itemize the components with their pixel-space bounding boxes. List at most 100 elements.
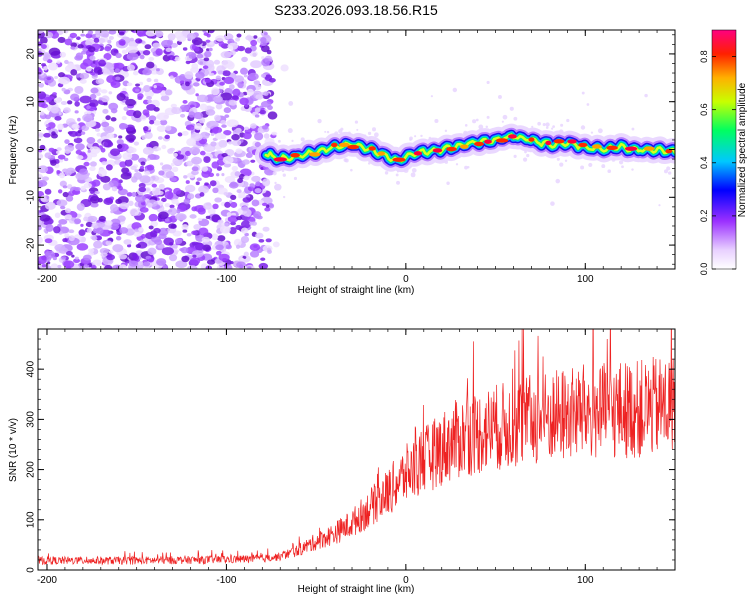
noise-point	[101, 95, 110, 103]
noise-point	[129, 37, 134, 42]
ridge-peak	[347, 144, 360, 150]
ridge-peak	[508, 134, 517, 139]
noise-point	[59, 51, 67, 58]
noise-point	[77, 44, 84, 49]
ridge-peak	[665, 148, 673, 154]
noise-point	[242, 131, 252, 140]
noise-point	[188, 111, 196, 118]
noise-point	[241, 206, 250, 212]
spectrogram-y-tick-label: 10	[26, 96, 37, 108]
spectrogram-x-tick-label: 100	[577, 274, 594, 285]
noise-point	[51, 131, 56, 136]
faint-point	[551, 127, 554, 130]
faint-point	[537, 121, 541, 126]
noise-point	[261, 202, 268, 207]
noise-point	[202, 30, 207, 33]
noise-point	[215, 132, 224, 140]
noise-point	[185, 150, 191, 157]
noise-point	[105, 115, 111, 121]
noise-point	[205, 109, 216, 116]
faint-point	[564, 159, 568, 162]
noise-point	[47, 261, 51, 265]
noise-point	[135, 38, 143, 44]
noise-point	[225, 244, 232, 250]
noise-point	[91, 265, 97, 269]
noise-point	[87, 251, 95, 256]
noise-point	[243, 175, 250, 181]
ridge-peak	[413, 151, 423, 156]
faint-point	[555, 178, 561, 184]
noise-point	[38, 82, 45, 88]
faint-point	[291, 139, 294, 142]
noise-point	[79, 78, 87, 84]
noise-point	[181, 130, 189, 136]
faint-point	[282, 173, 286, 177]
noise-point	[140, 115, 147, 120]
noise-point	[114, 68, 120, 73]
noise-point	[38, 68, 43, 75]
noise-point	[44, 152, 52, 159]
noise-point	[142, 146, 154, 155]
noise-point	[220, 92, 233, 101]
noise-point	[68, 235, 75, 242]
noise-point	[215, 35, 226, 42]
noise-point	[244, 232, 249, 237]
noise-point	[128, 260, 139, 267]
noise-point	[214, 114, 221, 122]
noise-point	[211, 87, 220, 96]
noise-point	[44, 188, 52, 195]
faint-point	[472, 119, 477, 124]
noise-point	[158, 170, 165, 176]
noise-point	[244, 47, 252, 54]
noise-point	[171, 107, 182, 115]
noise-point	[246, 88, 254, 97]
noise-point	[59, 180, 67, 187]
noise-point	[217, 70, 224, 75]
noise-point	[56, 147, 62, 151]
noise-point	[162, 264, 168, 269]
noise-point	[54, 212, 61, 219]
noise-point	[70, 42, 78, 48]
spectrogram-xlabel: Height of straight line (km)	[298, 285, 415, 296]
noise-point	[73, 124, 79, 128]
faint-point	[414, 135, 417, 138]
noise-point	[147, 202, 153, 208]
noise-point	[170, 103, 177, 108]
spectrogram-x-tick-label: 0	[403, 274, 409, 285]
noise-point	[53, 226, 61, 234]
noise-point	[215, 75, 222, 81]
frequency-ridge	[254, 123, 675, 173]
noise-point	[87, 46, 96, 53]
noise-point	[70, 69, 78, 76]
faint-point	[618, 160, 624, 165]
noise-point	[248, 72, 259, 81]
faint-point	[526, 153, 530, 158]
noise-point	[100, 147, 106, 153]
noise-point	[108, 180, 119, 188]
noise-point	[64, 214, 72, 220]
faint-point	[324, 130, 327, 133]
noise-point	[75, 143, 85, 151]
noise-point	[98, 59, 106, 67]
noise-point	[95, 227, 104, 235]
noise-point	[235, 148, 243, 154]
noise-point	[166, 39, 173, 46]
ridge-peak	[567, 139, 577, 144]
noise-point	[188, 54, 196, 59]
noise-point	[77, 117, 81, 122]
noise-point	[84, 264, 90, 268]
noise-point	[239, 97, 249, 106]
noise-point	[43, 132, 51, 138]
noise-point	[127, 200, 134, 207]
noise-point	[236, 189, 242, 194]
noise-point	[115, 235, 122, 241]
noise-point	[100, 89, 108, 94]
noise-point	[75, 73, 81, 78]
noise-point	[103, 102, 108, 106]
noise-point	[206, 120, 219, 129]
noise-point	[181, 224, 189, 231]
noise-point	[66, 167, 76, 174]
noise-point	[259, 109, 266, 115]
noise-point	[171, 166, 179, 173]
noise-point	[191, 156, 203, 165]
